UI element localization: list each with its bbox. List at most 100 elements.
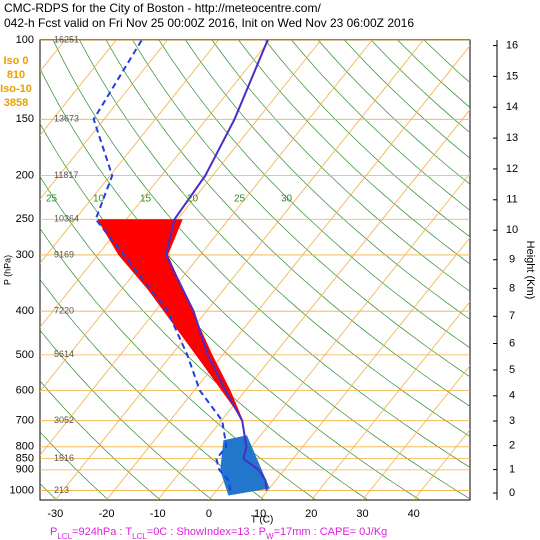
dry-adiabat xyxy=(40,431,109,500)
y-tick-label: 700 xyxy=(16,415,34,427)
grid-line xyxy=(157,109,470,500)
dry-adiabat xyxy=(132,40,470,378)
grid-line xyxy=(310,300,470,500)
footer-part: W xyxy=(266,532,274,540)
footer-part: P xyxy=(50,526,57,538)
mixing-label: 10 xyxy=(93,194,105,205)
profile-line xyxy=(92,40,232,491)
y-tick-label: 500 xyxy=(16,349,34,361)
dry-adiabat xyxy=(211,40,470,292)
x-axis-label: T (C) xyxy=(251,515,274,526)
isotherm xyxy=(40,40,117,136)
y2-tick-label: 10 xyxy=(506,224,518,236)
footer-part: =17mm : CAPE= 0J/Kg xyxy=(274,526,388,538)
y2-tick-label: 9 xyxy=(509,254,515,266)
y-axis-label: P (hPa) xyxy=(2,255,12,285)
y2-tick-label: 2 xyxy=(509,439,515,451)
isotherm xyxy=(40,40,271,328)
dry-adiabat xyxy=(40,122,421,500)
y2-tick-label: 7 xyxy=(509,310,515,322)
y2-tick-label: 0 xyxy=(509,487,515,499)
y-tick-label: 850 xyxy=(16,453,34,465)
y-tick-label: 800 xyxy=(16,441,34,453)
y-tick-label: 300 xyxy=(16,249,34,261)
footer-part: =0C : ShowIndex=13 : P xyxy=(147,526,266,538)
dry-adiabat xyxy=(40,227,317,500)
shaded-area xyxy=(220,435,270,496)
y-tick-label: 900 xyxy=(16,464,34,476)
x-tick-label: 20 xyxy=(305,508,317,520)
y-tick-label: 250 xyxy=(16,213,34,225)
isotherm xyxy=(40,40,373,456)
y2-axis-label: Height (Km) xyxy=(524,241,536,300)
footer-part: LCL xyxy=(57,532,72,540)
dry-adiabat xyxy=(52,40,470,468)
y-tick-label: 100 xyxy=(16,34,34,46)
dry-adiabat xyxy=(158,40,470,349)
side-label: Iso-10 xyxy=(0,83,32,95)
grid-line xyxy=(55,40,424,500)
y2-tick-label: 6 xyxy=(509,337,515,349)
dry-adiabat xyxy=(40,175,369,500)
dry-adiabat xyxy=(185,40,470,320)
grid-line xyxy=(362,364,470,500)
x-tick-label: -10 xyxy=(150,508,166,520)
shaded-area xyxy=(97,219,244,421)
level-height: 7220 xyxy=(54,306,74,316)
y-tick-label: 600 xyxy=(16,384,34,396)
y2-tick-label: 4 xyxy=(509,390,515,402)
footer-part: LCL xyxy=(132,532,147,540)
grid-line xyxy=(106,45,470,500)
grid-line xyxy=(208,173,470,500)
x-tick-label: -20 xyxy=(99,508,115,520)
y2-tick-label: 12 xyxy=(506,163,518,175)
mixing-label: 25 xyxy=(234,194,246,205)
level-height: 9169 xyxy=(54,249,74,259)
y2-tick-label: 14 xyxy=(506,101,518,113)
grid-line xyxy=(413,428,470,500)
dry-adiabat xyxy=(40,380,161,500)
plot-frame xyxy=(39,39,471,501)
footer: PLCL=924hPa : TLCL=0C : ShowIndex=13 : P… xyxy=(50,526,387,540)
mixing-label: 25 xyxy=(46,194,58,205)
level-height: 11817 xyxy=(54,170,78,180)
y2-tick-label: 15 xyxy=(506,70,518,82)
level-height: 16251 xyxy=(54,34,79,44)
profile-line xyxy=(164,40,269,491)
x-tick-label: 10 xyxy=(254,508,266,520)
grid-line xyxy=(259,237,470,500)
side-label: 810 xyxy=(7,69,25,81)
dry-adiabat xyxy=(264,40,470,238)
y2-tick-label: 1 xyxy=(509,463,515,475)
y-tick-label: 400 xyxy=(16,305,34,317)
x-tick-label: 30 xyxy=(356,508,368,520)
side-label: 3858 xyxy=(4,97,28,109)
y-tick-label: 150 xyxy=(16,113,34,125)
dry-adiabat xyxy=(291,40,470,211)
y2-tick-label: 16 xyxy=(506,39,518,51)
y-tick-label: 200 xyxy=(16,170,34,182)
x-tick-label: 40 xyxy=(408,508,420,520)
x-tick-label: -30 xyxy=(47,508,63,520)
chart-title: CMC-RDPS for the City of Boston - http:/… xyxy=(4,1,321,15)
level-height: 213 xyxy=(54,485,69,495)
level-height: 1516 xyxy=(54,453,74,463)
y2-tick-label: 13 xyxy=(506,132,518,144)
level-height: 13673 xyxy=(54,114,79,124)
dry-adiabat xyxy=(40,329,213,500)
mixing-label: 15 xyxy=(140,194,152,205)
isotherm xyxy=(40,40,168,200)
y2-tick-label: 5 xyxy=(509,364,515,376)
dry-adiabat xyxy=(105,40,470,407)
dry-adiabat xyxy=(79,40,470,438)
side-label: Iso 0 xyxy=(3,55,28,67)
isotherm xyxy=(40,40,219,264)
level-height: 5614 xyxy=(54,349,74,359)
y2-tick-label: 8 xyxy=(509,282,515,294)
dry-adiabat xyxy=(40,67,470,500)
y2-tick-label: 11 xyxy=(506,194,517,206)
mixing-label: 20 xyxy=(187,194,199,205)
mixing-label: 30 xyxy=(281,194,293,205)
x-tick-label: 0 xyxy=(206,508,212,520)
level-height: 3052 xyxy=(54,415,74,425)
